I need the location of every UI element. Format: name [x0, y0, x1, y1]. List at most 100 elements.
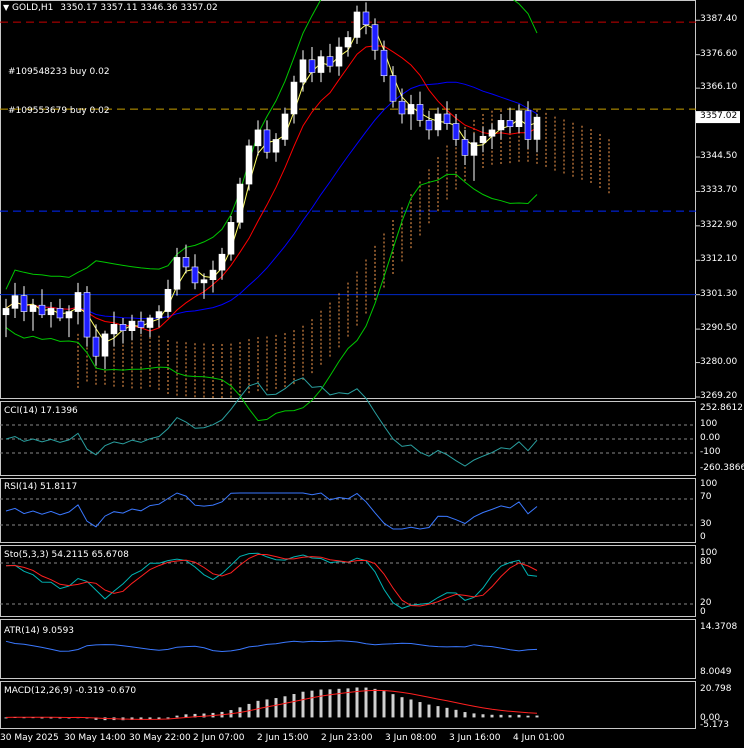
- stochastic-signal-line: [5, 553, 538, 607]
- main-pane-frame: [0, 0, 696, 399]
- time-label: 2 Jun 23:00: [321, 733, 373, 743]
- candle-body: [335, 46, 343, 67]
- candle-body: [47, 308, 55, 316]
- candle-body: [362, 11, 370, 26]
- candle-body: [155, 311, 163, 319]
- candle-body: [389, 75, 397, 102]
- time-label: 3 Jun 08:00: [385, 733, 437, 743]
- macd-histogram-bar: [382, 691, 386, 718]
- candle-body: [83, 292, 91, 338]
- candle-body: [38, 304, 46, 316]
- price-tick-label: 3290.50: [700, 323, 738, 334]
- bollinger-upper-line: [5, 0, 538, 290]
- atr-line: [5, 640, 538, 653]
- candle-body: [182, 257, 190, 268]
- indicator-pane-frame: [0, 619, 696, 679]
- candle-body: [2, 308, 10, 316]
- candle-body: [398, 100, 406, 115]
- indicator-pane-frame: [0, 478, 696, 543]
- price-tick-label: 3269.20: [700, 391, 738, 401]
- macd-title: MACD(12,26,9) -0.319 -0.670: [4, 686, 137, 696]
- ohlc-values: 3350.17 3357.11 3346.36 3357.02: [60, 3, 218, 13]
- macd-histogram-bar: [355, 687, 359, 718]
- candle-body: [128, 320, 136, 332]
- candle-body: [74, 292, 82, 312]
- indicator-pane-frame: [0, 545, 696, 617]
- candle-body: [317, 56, 325, 73]
- macd-histogram-bar: [292, 694, 296, 718]
- stochastic-title: Sto(5,3,3) 54.2115 65.6708: [4, 550, 129, 560]
- macd-zero-label: 0.00: [700, 713, 721, 723]
- macd-histogram-bar: [400, 697, 404, 718]
- candle-body: [92, 336, 100, 357]
- candle-body: [11, 295, 19, 309]
- order-label-2[interactable]: #109553679 buy 0.02: [8, 106, 110, 116]
- macd-histogram-bar: [148, 717, 152, 720]
- macd-histogram-bar: [445, 707, 449, 718]
- collapse-triangle-icon[interactable]: ▼: [3, 3, 10, 12]
- macd-histogram-bar: [427, 704, 431, 718]
- candle-body: [524, 110, 532, 140]
- time-label: 2 Jun 07:00: [193, 733, 245, 743]
- moving-average-long-line: [5, 81, 538, 320]
- cci-min-label: -260.3866: [700, 463, 744, 473]
- candle-body: [191, 266, 199, 284]
- rsi-title: RSI(14) 51.8117: [4, 482, 78, 492]
- candle-body: [470, 142, 478, 156]
- macd-histogram-bar: [436, 706, 440, 718]
- macd-histogram-bar: [157, 717, 161, 719]
- candle-body: [272, 139, 280, 153]
- candle-body: [137, 320, 145, 328]
- price-tick-label: 3376.60: [700, 48, 738, 59]
- atr-title: ATR(14) 9.0593: [4, 626, 75, 636]
- bollinger-lower-line: [5, 173, 538, 422]
- candle-body: [515, 110, 523, 128]
- candle-body: [371, 24, 379, 51]
- cci-minus100-label: -100: [700, 447, 721, 457]
- macd-histogram-bar: [58, 717, 62, 719]
- candle-body: [443, 113, 451, 124]
- macd-min-label: -5.173: [700, 720, 730, 730]
- candle-body: [164, 288, 172, 312]
- candle-body: [20, 295, 28, 312]
- candle-body: [263, 129, 271, 153]
- macd-histogram-bar: [193, 713, 197, 718]
- rsi-line: [5, 492, 538, 530]
- candle-body: [227, 222, 235, 255]
- price-tick-label: 3387.40: [700, 14, 738, 25]
- candle-body: [380, 49, 388, 77]
- candle-body: [425, 120, 433, 131]
- candle-body: [173, 257, 181, 290]
- sto-20-label: 20: [700, 598, 712, 608]
- candle-body: [110, 324, 118, 335]
- macd-histogram-bar: [265, 699, 269, 718]
- candle-body: [452, 123, 460, 140]
- macd-histogram-bar: [184, 714, 188, 718]
- macd-histogram-bar: [139, 717, 143, 720]
- atr-max-label: 14.3708: [700, 622, 738, 632]
- candle-body: [461, 139, 469, 156]
- candle-body: [101, 333, 109, 357]
- stochastic-main-line: [5, 552, 538, 609]
- macd-histogram-bar: [301, 691, 305, 718]
- price-tick-label: 3366.10: [700, 82, 738, 93]
- macd-histogram-bar: [166, 717, 170, 719]
- candle-body: [344, 37, 352, 48]
- candle-body: [308, 59, 316, 73]
- macd-histogram-bar: [373, 688, 377, 718]
- time-label: 30 May 14:00: [64, 733, 126, 743]
- candle-body: [119, 324, 127, 332]
- macd-histogram-bar: [535, 715, 539, 718]
- order-label-1[interactable]: #109548233 buy 0.02: [8, 67, 110, 77]
- macd-histogram-bar: [409, 699, 413, 718]
- indicator-pane-frame: [0, 681, 696, 729]
- price-tick-label: 3322.90: [700, 219, 738, 230]
- time-label: 30 May 2025: [0, 733, 59, 743]
- macd-histogram-bar: [94, 717, 98, 720]
- candle-body: [353, 11, 361, 38]
- price-tick-label: 3301.30: [700, 288, 738, 299]
- candle-body: [416, 104, 424, 121]
- macd-histogram-bar: [4, 717, 8, 719]
